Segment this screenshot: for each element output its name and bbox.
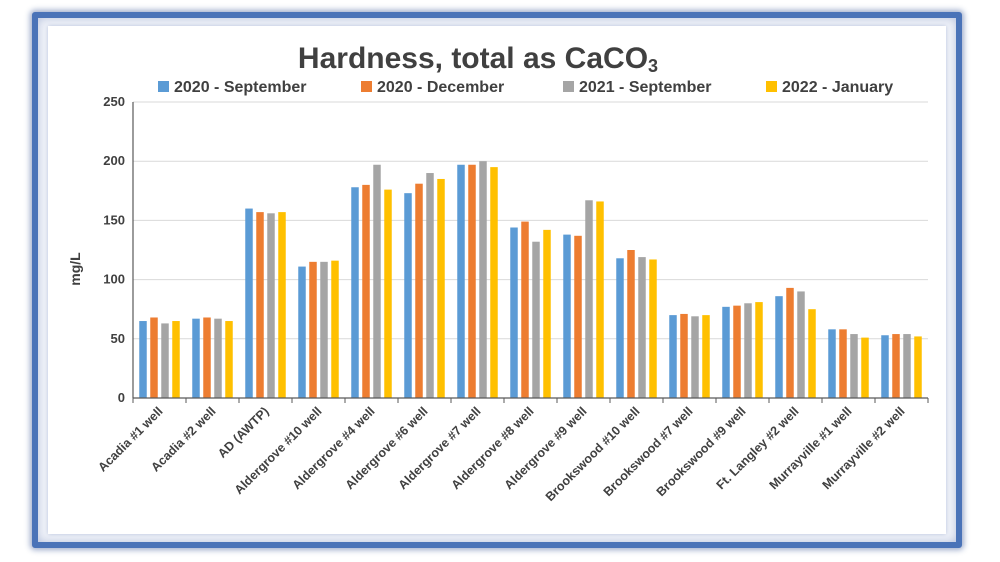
bar-4 (702, 315, 710, 398)
bar-4 (225, 321, 233, 398)
bar-3 (797, 291, 805, 398)
bar-2 (362, 184, 370, 398)
bar-1 (139, 321, 147, 398)
bar-1 (563, 234, 571, 398)
bar-4 (490, 167, 498, 398)
y-tick-label: 200 (103, 153, 125, 168)
bar-4 (914, 336, 922, 398)
y-tick-label: 100 (103, 272, 125, 287)
bar-1 (510, 227, 518, 398)
legend-label: 2021 - September (579, 79, 712, 96)
bar-2 (468, 164, 476, 398)
bar-4 (596, 201, 604, 398)
x-tick-label: Aldergrove #10 well (232, 404, 325, 497)
legend-label: 2020 - September (174, 79, 307, 96)
chart-panel: Hardness, total as CaCO3 2020 - Septembe… (48, 26, 946, 534)
bar-1 (616, 258, 624, 398)
y-tick-label: 250 (103, 94, 125, 109)
bar-2 (415, 183, 423, 398)
x-tick-label: Brookswood #7 well (601, 404, 696, 499)
bar-1 (245, 208, 253, 398)
bar-1 (669, 315, 677, 398)
bar-3 (532, 241, 540, 398)
chart-frame: Hardness, total as CaCO3 2020 - Septembe… (32, 12, 962, 548)
legend: 2020 - September 2020 - December 2021 - Se… (158, 79, 893, 96)
bar-2 (203, 317, 211, 398)
bar-3 (744, 303, 752, 398)
bar-3 (214, 318, 222, 398)
bar-3 (850, 334, 858, 398)
bar-1 (404, 193, 412, 398)
bar-4 (861, 337, 869, 398)
bar-4 (384, 189, 392, 398)
bar-2 (680, 313, 688, 398)
bar-4 (437, 178, 445, 398)
y-tick-label: 50 (111, 331, 125, 346)
gridlines (133, 101, 928, 340)
y-tick-label: 150 (103, 212, 125, 227)
axes (132, 102, 929, 403)
legend-swatch (766, 81, 777, 92)
legend-label: 2022 - January (782, 79, 893, 96)
x-tick-label: Brookswood #9 well (654, 404, 749, 499)
chart-title: Hardness, total as CaCO3 (298, 42, 658, 76)
bar-4 (649, 259, 657, 398)
bar-4 (543, 229, 551, 398)
bar-2 (256, 212, 264, 398)
bar-3 (320, 261, 328, 398)
bar-1 (775, 296, 783, 398)
bar-4 (331, 260, 339, 398)
bar-4 (172, 321, 180, 398)
bar-2 (839, 329, 847, 398)
bar-2 (574, 235, 582, 398)
bar-4 (755, 302, 763, 398)
bar-3 (426, 173, 434, 398)
bar-chart: Hardness, total as CaCO3 2020 - Septembe… (67, 42, 929, 504)
bar-4 (808, 309, 816, 398)
bar-2 (150, 317, 158, 398)
bar-1 (298, 266, 306, 398)
bar-2 (309, 261, 317, 398)
bars (139, 161, 922, 398)
bar-1 (457, 164, 465, 398)
legend-swatch (563, 81, 574, 92)
bar-3 (903, 334, 911, 398)
bar-2 (733, 305, 741, 398)
bar-3 (585, 200, 593, 398)
bar-3 (691, 316, 699, 398)
legend-swatch (361, 81, 372, 92)
bar-4 (278, 212, 286, 398)
bar-1 (192, 318, 200, 398)
bar-1 (351, 187, 359, 398)
legend-label: 2020 - December (377, 79, 504, 96)
x-tick-label: AD (AWTP) (215, 404, 272, 461)
y-axis-label: mg/L (67, 252, 83, 286)
bar-2 (892, 334, 900, 398)
bar-3 (638, 257, 646, 398)
bar-2 (786, 287, 794, 398)
y-tick-labels: 0 50 100 150 200 250 (103, 94, 125, 405)
bar-2 (627, 250, 635, 398)
y-tick-label: 0 (118, 390, 125, 405)
legend-swatch (158, 81, 169, 92)
bar-3 (267, 213, 275, 398)
bar-1 (828, 329, 836, 398)
bar-3 (161, 323, 169, 398)
bar-1 (881, 335, 889, 398)
bar-1 (722, 306, 730, 398)
bar-2 (521, 221, 529, 398)
bar-3 (373, 164, 381, 398)
bar-3 (479, 161, 487, 398)
x-tick-label: Brookswood #10 well (543, 404, 643, 504)
